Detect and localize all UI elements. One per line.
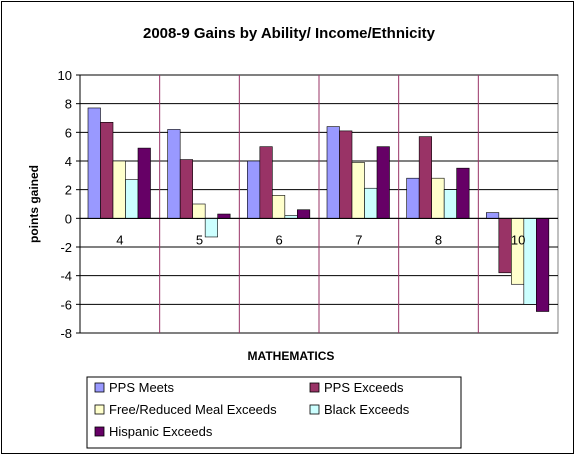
legend-swatch — [309, 404, 320, 415]
bar — [536, 218, 550, 312]
bar — [167, 129, 181, 219]
y-tick-label: -2 — [60, 240, 72, 255]
y-tick-label: 4 — [65, 154, 72, 169]
bar — [137, 147, 151, 219]
x-tick-label: 8 — [435, 232, 442, 247]
x-tick-label: 4 — [116, 232, 123, 247]
plot-area: 10 8 6 4 2 0 -2 -4 -6 -8 4 5 6 7 8 10 — [58, 68, 559, 341]
bar — [418, 136, 432, 219]
bar — [523, 218, 537, 305]
y-tick-label: 0 — [65, 211, 72, 226]
bar — [112, 160, 126, 219]
y-tick-label: -4 — [60, 269, 72, 284]
legend-swatch — [94, 404, 105, 415]
bar — [297, 209, 311, 219]
y-tick-label: -6 — [60, 297, 72, 312]
bar — [326, 126, 340, 219]
x-axis-title: MATHEMATICS — [248, 349, 335, 363]
y-tick-label: 6 — [65, 125, 72, 140]
bar — [406, 177, 420, 219]
bar — [179, 159, 193, 219]
bar — [125, 179, 139, 219]
bar — [217, 213, 231, 219]
bar — [376, 146, 390, 219]
bar — [339, 130, 353, 219]
bar — [272, 195, 286, 219]
bar — [486, 212, 500, 219]
bar — [364, 187, 378, 219]
bar — [498, 218, 512, 274]
legend-label: PPS Meets — [109, 380, 175, 395]
y-tick-label: -8 — [60, 326, 72, 341]
bar — [204, 218, 218, 238]
y-axis-title: points gained — [27, 165, 41, 243]
x-tick-label: 10 — [511, 232, 525, 247]
x-tick-label: 7 — [355, 232, 362, 247]
bar — [100, 122, 114, 219]
legend-label: Hispanic Exceeds — [109, 424, 213, 439]
x-tick-label: 6 — [276, 232, 283, 247]
bar — [259, 146, 273, 219]
legend-swatch — [94, 426, 105, 437]
bar — [443, 189, 457, 219]
legend-label: PPS Exceeds — [324, 380, 404, 395]
legend: PPS Meets PPS Exceeds Free/Reduced Meal Ex… — [86, 376, 462, 449]
bar — [247, 160, 261, 219]
legend-swatch — [94, 382, 105, 393]
x-tick-label: 5 — [196, 232, 203, 247]
bar — [87, 107, 101, 219]
bar — [456, 167, 470, 219]
y-tick-label: 2 — [65, 183, 72, 198]
bar — [351, 162, 365, 219]
legend-box — [86, 376, 462, 449]
y-tick-label: 8 — [65, 97, 72, 112]
legend-label: Free/Reduced Meal Exceeds — [109, 402, 277, 417]
bar — [431, 177, 445, 219]
bar — [511, 218, 525, 285]
legend-swatch — [309, 382, 320, 393]
chart-title: 2008-9 Gains by Ability/ Income/Ethnicit… — [143, 25, 436, 42]
legend-label: Black Exceeds — [324, 402, 410, 417]
bar — [192, 203, 206, 219]
y-tick-label: 10 — [58, 68, 72, 83]
